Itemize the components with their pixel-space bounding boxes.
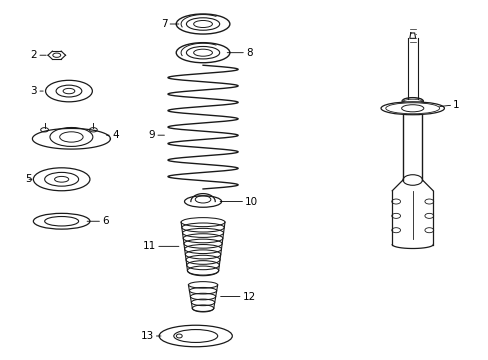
Text: 11: 11 [142, 241, 179, 251]
Text: 2: 2 [30, 50, 46, 60]
Text: 6: 6 [87, 216, 109, 226]
Text: 1: 1 [439, 100, 459, 110]
Text: 4: 4 [106, 130, 119, 140]
Text: 7: 7 [161, 19, 179, 29]
Text: 3: 3 [30, 86, 43, 96]
Text: 13: 13 [140, 331, 161, 341]
Ellipse shape [380, 102, 444, 115]
Text: 12: 12 [220, 292, 256, 302]
Polygon shape [32, 129, 110, 149]
Text: 8: 8 [227, 48, 252, 58]
Text: 5: 5 [25, 174, 32, 184]
Polygon shape [409, 33, 415, 39]
Text: 9: 9 [148, 130, 164, 140]
Text: 10: 10 [220, 197, 258, 207]
